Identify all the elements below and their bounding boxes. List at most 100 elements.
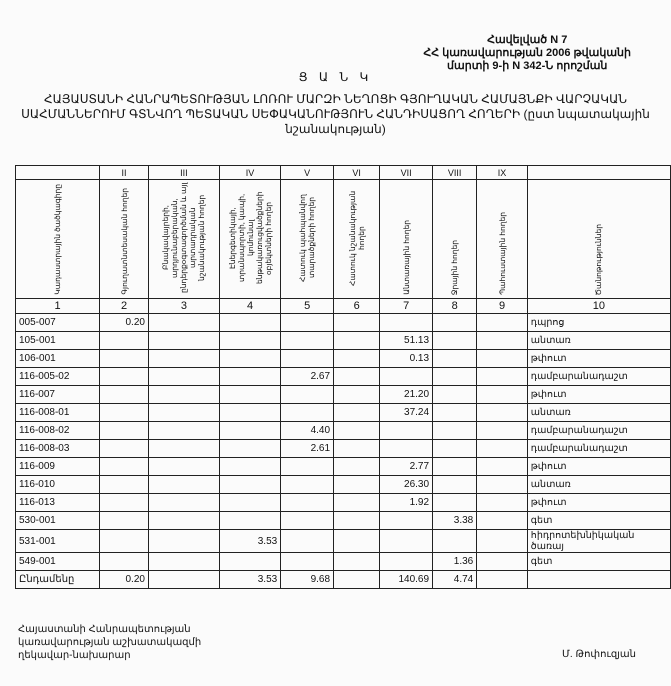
signatory-title: Հայաստանի Հանրապետության կառավարության ա… bbox=[18, 623, 201, 662]
table-cell: 531-001 bbox=[14, 529, 101, 553]
table-cell bbox=[476, 552, 528, 571]
table-cell: 116-010 bbox=[14, 475, 101, 494]
table-cell bbox=[147, 475, 220, 494]
table-cell: 1 bbox=[14, 298, 101, 314]
table-cell: 26.30 bbox=[379, 475, 434, 494]
signature-name: Մ. Թոփուզյան bbox=[562, 649, 636, 660]
table-cell bbox=[432, 529, 478, 553]
table-cell: 4.74 bbox=[432, 570, 478, 589]
table-cell bbox=[476, 367, 528, 386]
table-cell bbox=[99, 457, 149, 476]
table-cell: 7 bbox=[379, 298, 434, 314]
table-cell bbox=[99, 493, 149, 512]
table-cell bbox=[280, 552, 335, 571]
table-cell: 140.69 bbox=[379, 570, 434, 589]
table-cell: անտառ bbox=[526, 475, 671, 494]
table-cell: 0.20 bbox=[99, 313, 149, 332]
table-cell: III bbox=[147, 165, 220, 180]
table-cell: 0.13 bbox=[379, 349, 434, 368]
table-cell: 3 bbox=[147, 298, 220, 314]
table-cell: 549-001 bbox=[14, 552, 101, 571]
table-cell: Ընդամենը bbox=[14, 570, 101, 589]
table-cell bbox=[476, 385, 528, 404]
table-cell: 51.13 bbox=[379, 331, 434, 350]
table-cell bbox=[147, 331, 220, 350]
table-cell: 3.53 bbox=[218, 529, 282, 553]
table-cell bbox=[526, 570, 671, 589]
column-header: Հատուկ նշանակության հողեր bbox=[347, 190, 366, 286]
table-cell: 530-001 bbox=[14, 511, 101, 530]
table-cell bbox=[333, 331, 381, 350]
table-cell bbox=[280, 385, 335, 404]
table-cell bbox=[280, 457, 335, 476]
table-cell bbox=[218, 475, 282, 494]
table-cell: թփուտ bbox=[526, 385, 671, 404]
signatory-line: ղեկավար-նախարար bbox=[18, 650, 131, 661]
table-cell: 116-013 bbox=[14, 493, 101, 512]
table-cell bbox=[333, 552, 381, 571]
table-cell: Հատուկ նշանակության հողեր bbox=[333, 179, 381, 299]
column-header: Պահուստային հողեր bbox=[497, 212, 507, 295]
table-cell: Անտառային հողեր bbox=[379, 179, 434, 299]
table-cell bbox=[280, 475, 335, 494]
table-cell bbox=[218, 349, 282, 368]
table-cell bbox=[432, 475, 478, 494]
table-cell bbox=[432, 367, 478, 386]
table-cell bbox=[333, 511, 381, 530]
table-cell bbox=[147, 349, 220, 368]
table-cell: հիդրոտեխնիկական ծառայ bbox=[526, 529, 671, 553]
table-cell: 116-007 bbox=[14, 385, 101, 404]
table-cell bbox=[432, 385, 478, 404]
column-header: Անտառային հողեր bbox=[401, 220, 411, 295]
signatory-line: Հայաստանի Հանրապետության bbox=[18, 624, 191, 635]
table-cell bbox=[476, 493, 528, 512]
table-cell: 2.67 bbox=[280, 367, 335, 386]
table-cell: անտառ bbox=[526, 403, 671, 422]
table-cell bbox=[218, 331, 282, 350]
table-cell: VII bbox=[379, 165, 434, 180]
table-row: 105-001 51.13 անտառ bbox=[14, 331, 671, 350]
table-cell: 10 bbox=[526, 298, 671, 314]
table-cell: 2 bbox=[99, 298, 149, 314]
column-header: Կադաստրային ծածկագիրը bbox=[53, 184, 63, 295]
table-cell: 116-008-03 bbox=[14, 439, 101, 458]
table-row: 116-007 21.20 թփուտ bbox=[14, 385, 671, 404]
column-header: Բնակավայրերի, արդյունաբերական, ընդերքօգտ… bbox=[161, 182, 207, 294]
table-cell: 9 bbox=[476, 298, 528, 314]
table-cell bbox=[379, 439, 434, 458]
column-header: Հատուկ պահպանվող տարածքների հողեր bbox=[298, 194, 317, 282]
table-cell bbox=[280, 403, 335, 422]
column-header: Գյուղատնտեսական հողեր bbox=[119, 188, 129, 295]
table-cell: գետ bbox=[526, 511, 671, 530]
table-cell bbox=[333, 367, 381, 386]
table-cell: 116-009 bbox=[14, 457, 101, 476]
table-cell bbox=[280, 493, 335, 512]
table-cell: IV bbox=[218, 165, 282, 180]
table-cell: 9.68 bbox=[280, 570, 335, 589]
table-cell bbox=[333, 313, 381, 332]
table-cell bbox=[432, 349, 478, 368]
table-row: 116-013 1.92 թփուտ bbox=[14, 493, 671, 512]
column-header: Էներգետիկայի, տրանսպորտի, կապի, կոմունալ… bbox=[227, 191, 273, 285]
table-cell bbox=[218, 367, 282, 386]
table-cell bbox=[476, 421, 528, 440]
table-cell: 106-001 bbox=[14, 349, 101, 368]
table-cell bbox=[147, 457, 220, 476]
column-header-row: Կադաստրային ծածկագիրը Գյուղատնտեսական հող… bbox=[14, 179, 671, 299]
table-cell: 3.53 bbox=[218, 570, 282, 589]
table-cell: VI bbox=[333, 165, 381, 180]
table-cell: գետ bbox=[526, 552, 671, 571]
table-cell bbox=[218, 457, 282, 476]
table-cell bbox=[99, 349, 149, 368]
table-cell bbox=[476, 313, 528, 332]
table-cell bbox=[218, 421, 282, 440]
table-row: 116-005-02 2.67 դամբարանադաշտ bbox=[14, 367, 671, 386]
table-cell bbox=[147, 367, 220, 386]
table-cell bbox=[432, 403, 478, 422]
table-cell bbox=[432, 331, 478, 350]
table-cell: VIII bbox=[432, 165, 478, 180]
column-header: Ջրային հողեր bbox=[450, 239, 460, 295]
table-row: 106-001 0.13 թփուտ bbox=[14, 349, 671, 368]
annex-line: մարտի 9-ի N 342-Ն որոշման bbox=[447, 60, 608, 72]
